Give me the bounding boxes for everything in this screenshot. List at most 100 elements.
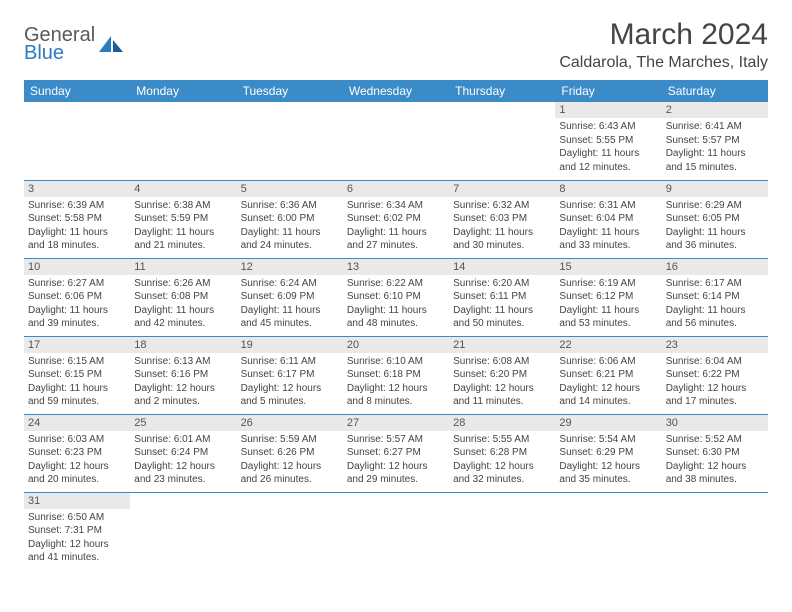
sunset-text: Sunset: 6:11 PM xyxy=(453,290,551,304)
sunset-text: Sunset: 6:09 PM xyxy=(241,290,339,304)
day-number: 23 xyxy=(662,337,768,353)
sunrise-text: Sunrise: 6:50 AM xyxy=(28,511,126,525)
day-number xyxy=(130,102,236,118)
title-block: March 2024 Caldarola, The Marches, Italy xyxy=(559,18,768,72)
day-number: 29 xyxy=(555,415,661,431)
sunset-text: Sunset: 5:58 PM xyxy=(28,212,126,226)
day-number: 13 xyxy=(343,259,449,275)
logo-text-blue: Blue xyxy=(24,42,64,64)
sunrise-text: Sunrise: 6:39 AM xyxy=(28,199,126,213)
day-number xyxy=(449,102,555,118)
sunrise-text: Sunrise: 6:41 AM xyxy=(666,120,764,134)
day-number: 21 xyxy=(449,337,555,353)
calendar-cell xyxy=(343,492,449,570)
weekday-header: Thursday xyxy=(449,80,555,102)
sunrise-text: Sunrise: 5:55 AM xyxy=(453,433,551,447)
calendar-cell xyxy=(130,492,236,570)
calendar-body: 1Sunrise: 6:43 AMSunset: 5:55 PMDaylight… xyxy=(24,102,768,570)
weekday-header: Tuesday xyxy=(237,80,343,102)
sunrise-text: Sunrise: 6:10 AM xyxy=(347,355,445,369)
logo-sail-icon xyxy=(97,34,125,54)
sunrise-text: Sunrise: 6:22 AM xyxy=(347,277,445,291)
day-number xyxy=(449,493,555,509)
calendar-table: SundayMondayTuesdayWednesdayThursdayFrid… xyxy=(24,80,768,570)
day-number: 31 xyxy=(24,493,130,509)
day-number: 14 xyxy=(449,259,555,275)
calendar-cell: 23Sunrise: 6:04 AMSunset: 6:22 PMDayligh… xyxy=(662,336,768,414)
calendar-cell: 28 Sunrise: 5:55 AMSunset: 6:28 PMDayligh… xyxy=(449,414,555,492)
sunrise-text: Sunrise: 5:57 AM xyxy=(347,433,445,447)
day-number: 6 xyxy=(343,181,449,197)
calendar-cell: 6Sunrise: 6:34 AMSunset: 6:02 PMDaylight… xyxy=(343,180,449,258)
calendar-cell: 9Sunrise: 6:29 AMSunset: 6:05 PMDaylight… xyxy=(662,180,768,258)
sunset-text: Sunset: 6:14 PM xyxy=(666,290,764,304)
day-number: 7 xyxy=(449,181,555,197)
day-number xyxy=(24,102,130,118)
calendar-cell xyxy=(662,492,768,570)
sunset-text: Sunset: 6:12 PM xyxy=(559,290,657,304)
sunset-text: Sunset: 6:23 PM xyxy=(28,446,126,460)
sunrise-text: Sunrise: 5:54 AM xyxy=(559,433,657,447)
sunrise-text: Sunrise: 6:26 AM xyxy=(134,277,232,291)
sunset-text: Sunset: 6:28 PM xyxy=(453,446,551,460)
daylight-text: Daylight: 11 hours and 39 minutes. xyxy=(28,304,126,331)
sunset-text: Sunset: 6:17 PM xyxy=(241,368,339,382)
day-number: 8 xyxy=(555,181,661,197)
calendar-cell: 11Sunrise: 6:26 AMSunset: 6:08 PMDayligh… xyxy=(130,258,236,336)
daylight-text: Daylight: 12 hours and 23 minutes. xyxy=(134,460,232,487)
calendar-cell xyxy=(555,492,661,570)
sunrise-text: Sunrise: 6:13 AM xyxy=(134,355,232,369)
calendar-cell: 4Sunrise: 6:38 AMSunset: 5:59 PMDaylight… xyxy=(130,180,236,258)
sunrise-text: Sunrise: 6:38 AM xyxy=(134,199,232,213)
sunset-text: Sunset: 6:18 PM xyxy=(347,368,445,382)
calendar-cell: 3Sunrise: 6:39 AMSunset: 5:58 PMDaylight… xyxy=(24,180,130,258)
sunrise-text: Sunrise: 6:24 AM xyxy=(241,277,339,291)
logo-text: General Blue xyxy=(24,26,95,62)
daylight-text: Daylight: 11 hours and 15 minutes. xyxy=(666,147,764,174)
sunset-text: Sunset: 5:59 PM xyxy=(134,212,232,226)
sunrise-text: Sunrise: 6:32 AM xyxy=(453,199,551,213)
sunset-text: Sunset: 6:29 PM xyxy=(559,446,657,460)
day-number xyxy=(343,493,449,509)
sunrise-text: Sunrise: 6:27 AM xyxy=(28,277,126,291)
daylight-text: Daylight: 12 hours and 32 minutes. xyxy=(453,460,551,487)
calendar-cell: 30Sunrise: 5:52 AMSunset: 6:30 PMDayligh… xyxy=(662,414,768,492)
calendar-cell xyxy=(449,492,555,570)
day-number: 28 xyxy=(449,415,555,431)
daylight-text: Daylight: 12 hours and 14 minutes. xyxy=(559,382,657,409)
calendar-cell: 14Sunrise: 6:20 AMSunset: 6:11 PMDayligh… xyxy=(449,258,555,336)
calendar-cell: 25Sunrise: 6:01 AMSunset: 6:24 PMDayligh… xyxy=(130,414,236,492)
sunrise-text: Sunrise: 6:06 AM xyxy=(559,355,657,369)
sunset-text: Sunset: 6:03 PM xyxy=(453,212,551,226)
daylight-text: Daylight: 11 hours and 53 minutes. xyxy=(559,304,657,331)
calendar-cell xyxy=(449,102,555,180)
sunrise-text: Sunrise: 6:31 AM xyxy=(559,199,657,213)
calendar-cell: 27Sunrise: 5:57 AMSunset: 6:27 PMDayligh… xyxy=(343,414,449,492)
calendar-cell: 10Sunrise: 6:27 AMSunset: 6:06 PMDayligh… xyxy=(24,258,130,336)
sunrise-text: Sunrise: 6:11 AM xyxy=(241,355,339,369)
sunset-text: Sunset: 6:26 PM xyxy=(241,446,339,460)
daylight-text: Daylight: 11 hours and 18 minutes. xyxy=(28,226,126,253)
calendar-cell: 20Sunrise: 6:10 AMSunset: 6:18 PMDayligh… xyxy=(343,336,449,414)
sunrise-text: Sunrise: 5:52 AM xyxy=(666,433,764,447)
day-number xyxy=(237,102,343,118)
day-number: 11 xyxy=(130,259,236,275)
daylight-text: Daylight: 11 hours and 12 minutes. xyxy=(559,147,657,174)
sunrise-text: Sunrise: 6:03 AM xyxy=(28,433,126,447)
sunset-text: Sunset: 6:00 PM xyxy=(241,212,339,226)
daylight-text: Daylight: 11 hours and 42 minutes. xyxy=(134,304,232,331)
sunrise-text: Sunrise: 5:59 AM xyxy=(241,433,339,447)
day-number: 4 xyxy=(130,181,236,197)
day-number xyxy=(130,493,236,509)
daylight-text: Daylight: 11 hours and 59 minutes. xyxy=(28,382,126,409)
daylight-text: Daylight: 11 hours and 30 minutes. xyxy=(453,226,551,253)
calendar-cell: 26Sunrise: 5:59 AMSunset: 6:26 PMDayligh… xyxy=(237,414,343,492)
day-number: 30 xyxy=(662,415,768,431)
calendar-cell: 17Sunrise: 6:15 AMSunset: 6:15 PMDayligh… xyxy=(24,336,130,414)
day-number: 1 xyxy=(555,102,661,118)
calendar-cell: 16Sunrise: 6:17 AMSunset: 6:14 PMDayligh… xyxy=(662,258,768,336)
weekday-header: Monday xyxy=(130,80,236,102)
daylight-text: Daylight: 12 hours and 26 minutes. xyxy=(241,460,339,487)
daylight-text: Daylight: 12 hours and 11 minutes. xyxy=(453,382,551,409)
calendar-cell: 2Sunrise: 6:41 AMSunset: 5:57 PMDaylight… xyxy=(662,102,768,180)
